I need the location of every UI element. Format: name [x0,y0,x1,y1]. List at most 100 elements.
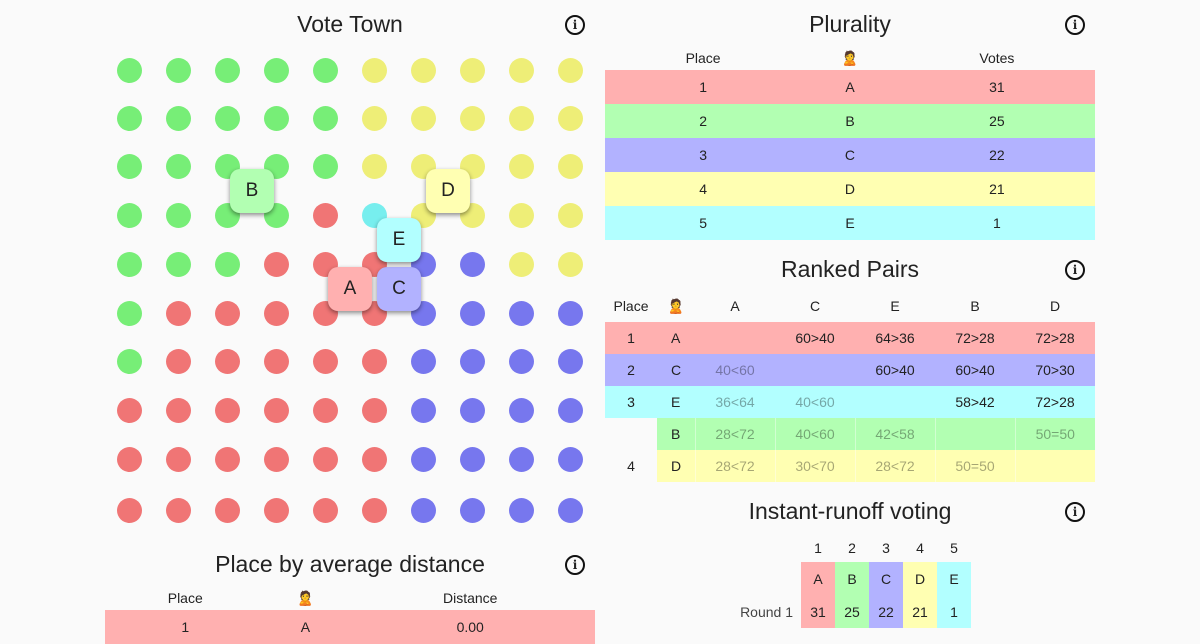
cell-place: 1 [605,322,657,354]
voter-dot [362,398,387,423]
voter-dot [166,252,191,277]
voter-dot [411,349,436,374]
round-label: Round 1 [740,604,793,620]
voter-dot [313,349,338,374]
voter-dot [558,252,583,277]
voter-dot [215,349,240,374]
cell-place: 4 [627,458,635,474]
voter-dot [558,58,583,83]
voter-dot [460,498,485,523]
pair-cell: 70>30 [1015,354,1095,386]
cell-cand: C [657,354,695,386]
pair-cell: 36<64 [695,386,775,418]
voter-dot [558,203,583,228]
plurality-title: Plurality [809,11,891,37]
column-header: 🙎 [296,589,315,606]
pair-cell: 28<72 [694,418,775,450]
table-row: 3 C 22 [605,138,1095,172]
voter-dot [166,106,191,131]
cell-cand: B [845,113,855,129]
pair-cell: 60>40 [775,322,855,354]
voter-dot [117,252,142,277]
cell-place: 2 [605,354,657,386]
cell-cand: E [657,386,695,418]
voter-dot [411,106,436,131]
candidate-cell: A [801,562,835,596]
plurality-table: Place 🙎 Votes 1 A 31 2 B 25 3 C 22 4 D 21 5 E 1 [605,46,1095,240]
voter-dot [460,301,485,326]
cell-place: 1 [181,619,190,635]
column-header: A [730,298,740,314]
voter-dot [117,106,142,131]
voter-dot [509,349,534,374]
candidate-cell: D [903,562,937,596]
pair-cell [775,354,855,386]
vote-count: 22 [869,596,903,628]
voter-dot [117,301,142,326]
ranked-pairs-info-icon[interactable]: i [1065,260,1085,280]
irv-title: Instant-runoff voting [748,498,952,524]
pair-cell: 50=50 [1014,418,1095,450]
candidate-d[interactable]: D [426,169,470,213]
pair-cell: 40<60 [775,386,855,418]
candidate-b[interactable]: B [230,169,274,213]
cell-place: 2 [699,113,707,129]
vote-town-title: Vote Town [297,11,403,37]
voter-dot [313,498,338,523]
voter-dot [411,398,436,423]
table-row: 5 E 1 [605,206,1095,240]
table-row: 4 D 21 [605,172,1095,206]
pair-cell: 28<72 [854,450,935,482]
pair-cell [934,418,1015,450]
pair-cell: 28<72 [694,450,775,482]
avg-distance-info-icon[interactable]: i [565,555,585,575]
avg-distance-title: Place by average distance [215,551,485,577]
candidate-cell: C [869,562,903,596]
vote-town-info-icon[interactable]: i [565,15,585,35]
voter-dot [460,106,485,131]
voter-dot [313,154,338,179]
voter-dot [264,349,289,374]
vote-count: 31 [801,596,835,628]
candidate-cell: B [835,562,869,596]
irv-info-icon[interactable]: i [1065,502,1085,522]
candidate-e[interactable]: E [377,218,421,262]
plurality-info-icon[interactable]: i [1065,15,1085,35]
column-header: 3 [882,540,890,556]
voter-dot [558,498,583,523]
pair-cell: 72>28 [1015,386,1095,418]
column-header: 4 [916,540,924,556]
pair-cell: 30<70 [774,450,855,482]
candidate-a[interactable]: A [328,267,372,311]
voter-dot [558,447,583,472]
voter-dot [362,58,387,83]
cell-place: 4 [699,181,707,197]
voter-dot [166,498,191,523]
pair-cell: 60>40 [855,354,935,386]
voter-dot [313,447,338,472]
cell-votes: 25 [989,113,1005,129]
voter-dot [166,301,191,326]
table-row: 2 C 40<60 60>40 60>40 70>30 [605,354,1095,386]
pair-cell [855,386,935,418]
table-row: 1 A 0.00 [105,610,595,644]
voter-dot [411,58,436,83]
cell-cand: B [657,418,695,450]
voter-dot [460,252,485,277]
pair-cell: 40<60 [695,354,775,386]
cell-place: 3 [699,147,707,163]
cell-place: 3 [605,386,657,418]
column-header: Place [167,590,203,606]
voter-dot [264,498,289,523]
voter-dot [166,58,191,83]
voter-dot [509,398,534,423]
voter-dot [313,106,338,131]
cell-cand: C [844,147,856,163]
vote-count: 25 [835,596,869,628]
voter-dot [264,398,289,423]
candidate-c[interactable]: C [377,267,421,311]
table-row: 1 A 60>40 64>36 72>28 72>28 [605,322,1095,354]
voter-dot [558,106,583,131]
cell-cand: A [300,619,311,635]
voter-dot [313,398,338,423]
